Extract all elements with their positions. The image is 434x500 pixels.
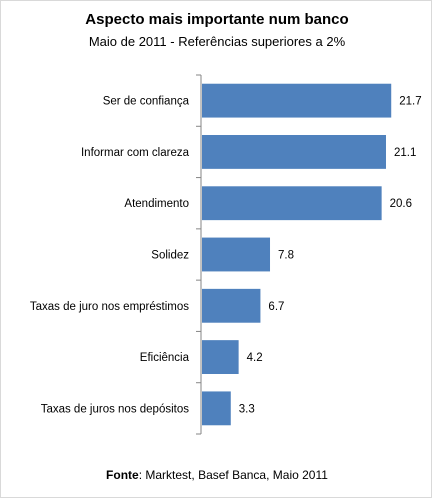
category-label: Taxas de juro nos empréstimos [30, 301, 189, 313]
value-label: 4.2 [247, 352, 263, 364]
chart-subtitle: Maio de 2011 - Referências superiores a … [88, 34, 346, 49]
category-label: Solidez [151, 250, 189, 262]
bar [202, 237, 271, 272]
category-label: Taxas de juros nos depósitos [41, 403, 190, 415]
bar [202, 340, 239, 374]
bar [202, 391, 231, 426]
bar [202, 135, 386, 169]
source-label: Fonte [106, 468, 139, 482]
value-label: 21.1 [394, 147, 416, 159]
bar [202, 83, 392, 118]
bar [202, 186, 382, 221]
axis-ticks-layer [196, 74, 201, 435]
source-note: Fonte: Marktest, Basef Banca, Maio 2011 [0, 468, 434, 482]
source-text: : Marktest, Basef Banca, Maio 2011 [138, 468, 328, 482]
category-label: Atendimento [124, 198, 189, 210]
category-label: Ser de confiança [103, 96, 190, 108]
value-label: 3.3 [239, 403, 255, 415]
value-label: 7.8 [278, 250, 294, 262]
value-label: 20.6 [390, 198, 412, 210]
category-labels-layer: Ser de confiança Informar com clareza Aten… [30, 96, 190, 416]
bar [202, 288, 261, 323]
chart-title: Aspecto mais importante num banco [85, 11, 349, 28]
category-label: Informar com clareza [81, 147, 190, 159]
value-label: 21.7 [399, 96, 421, 108]
value-label: 6.7 [268, 301, 284, 313]
value-labels-layer: 21.7 21.1 20.6 7.8 6.7 4.2 3.3 [239, 96, 422, 416]
category-label: Eficiência [140, 352, 190, 364]
bars-layer [202, 83, 392, 426]
